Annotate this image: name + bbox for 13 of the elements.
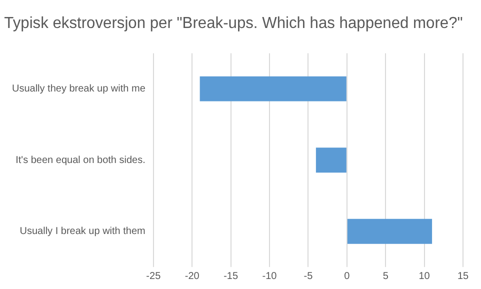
x-tick-label: -20	[184, 270, 200, 282]
x-tick-label: 15	[457, 270, 469, 282]
x-tick-label: -15	[224, 270, 238, 282]
x-tick-label: -10	[262, 270, 278, 282]
chart-title: Typisk ekstroversjon per "Break-ups. Which has happened more?"	[4, 14, 463, 32]
y-tick-label: It's been equal on both sides.	[16, 154, 146, 166]
y-tick-label: Usually they break up with me	[12, 84, 146, 95]
x-tick-label: -5	[304, 270, 314, 282]
x-tick-label: 5	[382, 270, 389, 282]
y-tick-label: Usually I break up with them	[20, 226, 146, 238]
x-tick-label: 0	[344, 270, 350, 282]
x-tick-label: -25	[146, 270, 162, 282]
x-tick-label: 10	[418, 270, 430, 282]
